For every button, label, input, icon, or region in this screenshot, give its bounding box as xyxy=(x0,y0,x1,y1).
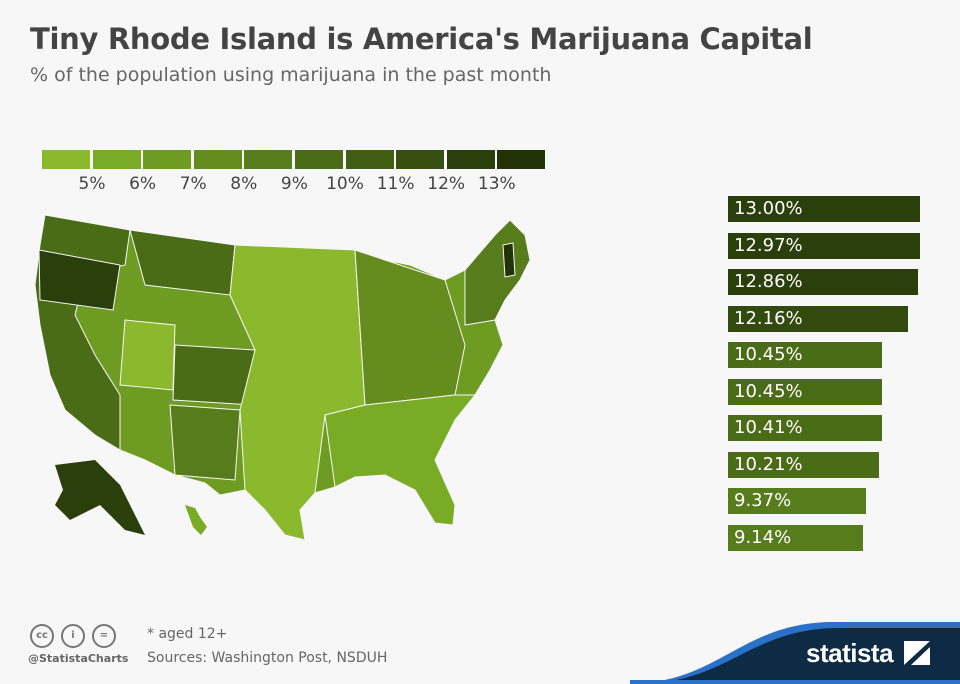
bar xyxy=(728,232,920,259)
bar-value-label: 9.14% xyxy=(734,526,792,548)
bar-value-label: 10.41% xyxy=(734,417,803,438)
nd-icon: = xyxy=(92,624,116,648)
legend-swatch xyxy=(295,150,343,169)
map-northeast xyxy=(464,219,531,326)
bar-value-label: 12.97% xyxy=(734,234,803,256)
chart-subtitle: % of the population using marijuana in t… xyxy=(30,64,552,86)
legend-label: 12% xyxy=(427,174,466,194)
twitter-handle: @StatistaCharts xyxy=(28,652,129,665)
bar xyxy=(728,342,883,368)
bar xyxy=(728,524,863,551)
legend-swatch xyxy=(497,150,546,169)
legend-swatch xyxy=(42,150,90,169)
legend-swatch xyxy=(244,150,293,169)
bar-value-label: 13.00% xyxy=(734,198,803,219)
legend-label: 5% xyxy=(78,174,106,194)
map-colorado xyxy=(172,344,256,406)
legend-swatch xyxy=(92,150,141,169)
sources: Sources: Washington Post, NSDUH xyxy=(147,650,388,666)
bar-value-label: 10.45% xyxy=(734,344,803,365)
map-montana xyxy=(129,229,236,296)
map-plains xyxy=(229,244,366,541)
legend-label: 13% xyxy=(477,174,516,194)
legend-label: 8% xyxy=(230,174,258,194)
brand-banner xyxy=(630,622,960,684)
bar-value-label: 9.37% xyxy=(734,490,792,511)
chart-title: Tiny Rhode Island is America's Marijuana… xyxy=(30,22,813,56)
bar-value-label: 12.86% xyxy=(734,271,803,292)
statista-logo-icon xyxy=(904,641,930,665)
by-icon: i xyxy=(61,624,85,648)
legend-swatch xyxy=(345,150,394,169)
legend-swatch xyxy=(446,150,495,169)
footnote: * aged 12+ xyxy=(147,626,228,642)
map-oregon xyxy=(38,249,121,311)
statista-logo: statista xyxy=(806,638,894,668)
map-hawaii xyxy=(185,505,207,535)
legend-label: 6% xyxy=(129,174,157,194)
bar-value-label: 10.45% xyxy=(734,380,803,402)
us-map xyxy=(34,214,531,541)
map-utah xyxy=(119,319,176,391)
map-vermont xyxy=(502,242,516,278)
bar xyxy=(728,415,882,441)
legend-label: 9% xyxy=(280,174,308,194)
legend-label: 7% xyxy=(179,174,207,194)
legend-label: 10% xyxy=(326,174,364,194)
map-south xyxy=(324,394,477,526)
legend-label: 11% xyxy=(376,174,415,194)
legend-swatch xyxy=(396,150,445,169)
bar xyxy=(728,488,867,514)
map-alaska xyxy=(55,460,145,535)
bar xyxy=(728,196,920,222)
bar xyxy=(728,269,918,295)
map-new-mexico xyxy=(169,404,241,481)
map-midwest xyxy=(354,249,466,406)
legend-swatch xyxy=(143,150,192,169)
bar xyxy=(728,451,879,478)
legend-swatch xyxy=(193,150,242,169)
bar xyxy=(728,305,908,332)
bar-value-label: 12.16% xyxy=(734,307,803,329)
bar xyxy=(728,378,883,405)
bar-value-label: 10.21% xyxy=(734,453,803,475)
cc-icon: cc xyxy=(30,624,54,648)
